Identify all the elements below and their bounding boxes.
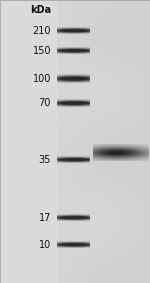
Text: 17: 17	[39, 213, 51, 223]
Text: kDa: kDa	[30, 5, 51, 15]
Text: 70: 70	[39, 98, 51, 108]
Text: 35: 35	[39, 155, 51, 165]
Text: 210: 210	[33, 26, 51, 36]
Text: 150: 150	[33, 46, 51, 56]
Text: 10: 10	[39, 240, 51, 250]
Text: 100: 100	[33, 74, 51, 84]
